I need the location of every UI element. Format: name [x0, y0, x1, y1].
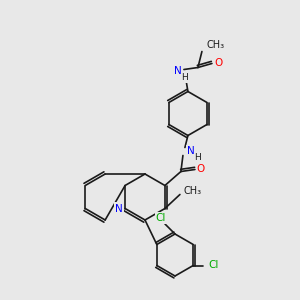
Text: O: O — [215, 58, 223, 68]
Text: Cl: Cl — [208, 260, 218, 271]
Text: CH₃: CH₃ — [184, 187, 202, 196]
Text: CH₃: CH₃ — [207, 40, 225, 50]
Text: N: N — [187, 146, 195, 157]
Text: N: N — [174, 67, 182, 76]
Text: O: O — [197, 164, 205, 175]
Text: N: N — [115, 203, 123, 214]
Text: Cl: Cl — [156, 213, 166, 223]
Text: H: H — [182, 73, 188, 82]
Text: H: H — [194, 153, 201, 162]
